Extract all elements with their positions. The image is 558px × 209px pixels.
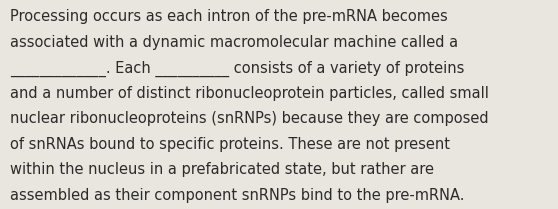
Text: assembled as their component snRNPs bind to the pre-mRNA.: assembled as their component snRNPs bind… [10,188,465,203]
Text: nuclear ribonucleoproteins (snRNPs) because they are composed: nuclear ribonucleoproteins (snRNPs) beca… [10,111,489,126]
Text: _____________. Each __________ consists of a variety of proteins: _____________. Each __________ consists … [10,60,464,77]
Text: and a number of distinct ribonucleoprotein particles, called small: and a number of distinct ribonucleoprote… [10,86,489,101]
Text: within the nucleus in a prefabricated state, but rather are: within the nucleus in a prefabricated st… [10,162,434,177]
Text: of snRNAs bound to specific proteins. These are not present: of snRNAs bound to specific proteins. Th… [10,137,450,152]
Text: associated with a dynamic macromolecular machine called a: associated with a dynamic macromolecular… [10,35,458,50]
Text: Processing occurs as each intron of the pre-mRNA becomes: Processing occurs as each intron of the … [10,9,448,24]
